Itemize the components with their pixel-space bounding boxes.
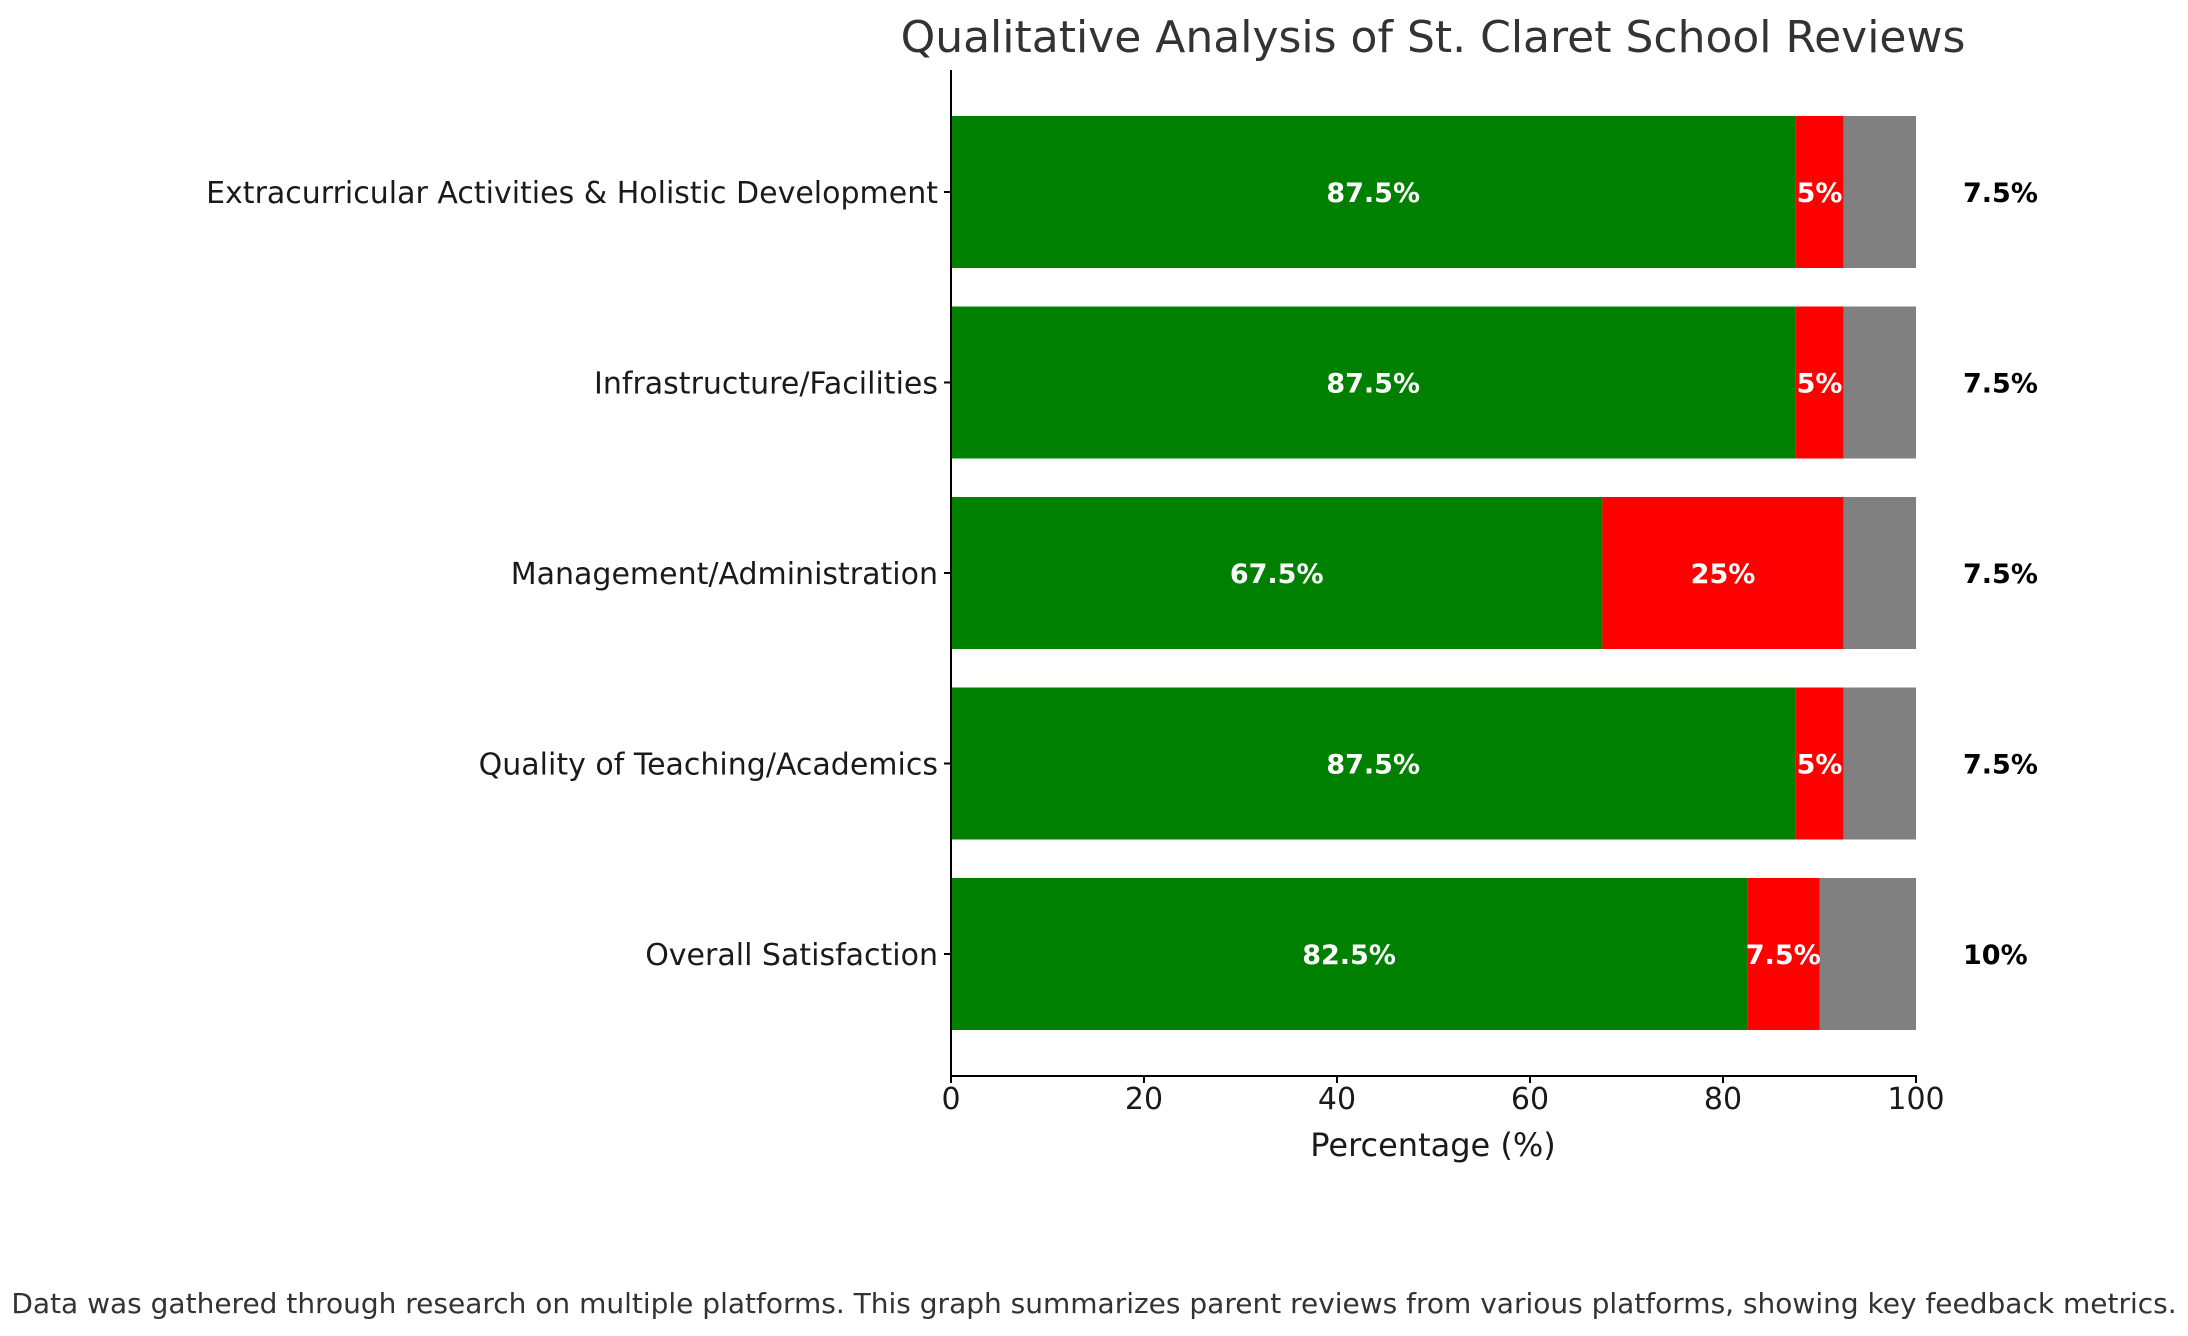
inside-labels-group: 82.5% 7.5% 87.5% 5% 67.5% 25% 87.5% 5% 87.5% 5% xyxy=(1230,178,1843,971)
segment-label-3: 7.5% xyxy=(1963,559,2038,590)
segment-label-2: 7.5% xyxy=(1746,940,1821,971)
bar-segment-1 xyxy=(951,878,1748,1030)
bar-segment-2 xyxy=(1795,687,1844,840)
category-label: Infrastructure/Facilities xyxy=(594,367,938,402)
bar-segment-2 xyxy=(1747,878,1820,1030)
bar-segment-1 xyxy=(951,116,1796,268)
bar-segment-2 xyxy=(1795,116,1844,268)
category-label: Overall Satisfaction xyxy=(645,938,938,973)
bar-segment-3 xyxy=(1843,116,1916,268)
outside-labels-group: 10% 7.5% 7.5% 7.5% 7.5% xyxy=(1963,178,2038,971)
bar-segment-1 xyxy=(951,306,1796,459)
category-labels-group: Overall Satisfaction Quality of Teaching/… xyxy=(206,176,951,973)
x-axis-label: Percentage (%) xyxy=(1310,1126,1556,1164)
bar-segment-1 xyxy=(951,497,1603,649)
segment-label-1: 87.5% xyxy=(1326,750,1420,781)
x-tick-label: 80 xyxy=(1704,1082,1742,1117)
bar-segment-3 xyxy=(1819,878,1916,1030)
bar-segment-3 xyxy=(1843,687,1916,840)
segment-label-2: 5% xyxy=(1797,750,1843,781)
bar-segment-2 xyxy=(1602,497,1844,649)
bar-segment-2 xyxy=(1795,306,1844,459)
segment-label-1: 82.5% xyxy=(1302,940,1396,971)
x-tick-label: 40 xyxy=(1318,1082,1356,1117)
x-tick-label: 20 xyxy=(1125,1082,1163,1117)
bar-segment-1 xyxy=(951,687,1796,840)
x-ticks-group: 0 20 40 60 80 100 xyxy=(941,1076,1945,1117)
segment-label-2: 25% xyxy=(1691,559,1756,590)
segment-label-3: 7.5% xyxy=(1963,369,2038,400)
category-label: Extracurricular Activities & Holistic De… xyxy=(206,176,938,211)
segment-label-3: 7.5% xyxy=(1963,750,2038,781)
segment-label-2: 5% xyxy=(1797,178,1843,209)
bar-segment-3 xyxy=(1843,497,1916,649)
segment-label-1: 67.5% xyxy=(1230,559,1324,590)
chart-title: Qualitative Analysis of St. Claret Schoo… xyxy=(901,12,1966,63)
segment-label-2: 5% xyxy=(1797,369,1843,400)
footnote-text: Data was gathered through research on mu… xyxy=(11,1287,2176,1320)
x-tick-label: 60 xyxy=(1511,1082,1549,1117)
bars-group xyxy=(951,116,1916,1030)
category-label: Quality of Teaching/Academics xyxy=(479,748,938,783)
x-tick-label: 0 xyxy=(941,1082,960,1117)
segment-label-3: 7.5% xyxy=(1963,178,2038,209)
category-label: Management/Administration xyxy=(511,557,938,592)
segment-label-1: 87.5% xyxy=(1326,178,1420,209)
segment-label-3: 10% xyxy=(1963,940,2028,971)
bar-segment-3 xyxy=(1843,306,1916,459)
x-tick-label: 100 xyxy=(1887,1082,1944,1117)
segment-label-1: 87.5% xyxy=(1326,369,1420,400)
